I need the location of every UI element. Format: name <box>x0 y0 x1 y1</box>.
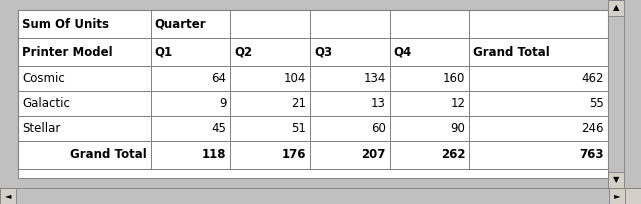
Bar <box>608 172 624 188</box>
Text: 118: 118 <box>202 149 226 162</box>
Bar <box>608 0 624 10</box>
Text: 12: 12 <box>451 97 465 110</box>
Text: Sum Of Units: Sum Of Units <box>22 18 109 31</box>
Text: 90: 90 <box>451 122 465 135</box>
Text: 763: 763 <box>579 149 604 162</box>
Text: 160: 160 <box>443 72 465 85</box>
Bar <box>18 169 608 178</box>
Text: Cosmic: Cosmic <box>22 72 65 85</box>
Text: 207: 207 <box>362 149 386 162</box>
Text: 45: 45 <box>212 122 226 135</box>
Bar <box>18 10 608 178</box>
Text: Grand Total: Grand Total <box>70 149 147 162</box>
Text: Stellar: Stellar <box>22 122 60 135</box>
Text: Q2: Q2 <box>235 45 253 59</box>
Bar <box>608 0 624 16</box>
Text: Quarter: Quarter <box>154 18 206 31</box>
Text: 64: 64 <box>212 72 226 85</box>
Text: 13: 13 <box>371 97 386 110</box>
Text: Galactic: Galactic <box>22 97 70 110</box>
Text: Q4: Q4 <box>394 45 412 59</box>
Text: 104: 104 <box>284 72 306 85</box>
Text: 55: 55 <box>589 97 604 110</box>
Text: Printer Model: Printer Model <box>22 45 113 59</box>
Text: Q1: Q1 <box>154 45 173 59</box>
Bar <box>609 188 625 204</box>
Text: ◄: ◄ <box>4 192 12 201</box>
Text: 262: 262 <box>441 149 465 162</box>
Text: ▼: ▼ <box>613 175 619 184</box>
Text: 21: 21 <box>291 97 306 110</box>
Text: ▲: ▲ <box>613 3 619 12</box>
Bar <box>0 188 16 204</box>
Text: 246: 246 <box>581 122 604 135</box>
Text: 134: 134 <box>363 72 386 85</box>
Text: 51: 51 <box>291 122 306 135</box>
Text: 60: 60 <box>371 122 386 135</box>
Bar <box>608 0 624 188</box>
Text: Grand Total: Grand Total <box>473 45 550 59</box>
Text: ►: ► <box>613 192 620 201</box>
Text: 462: 462 <box>581 72 604 85</box>
Text: 176: 176 <box>281 149 306 162</box>
Bar <box>625 188 641 204</box>
Text: Q3: Q3 <box>314 45 332 59</box>
Text: 9: 9 <box>219 97 226 110</box>
Bar <box>0 188 641 204</box>
